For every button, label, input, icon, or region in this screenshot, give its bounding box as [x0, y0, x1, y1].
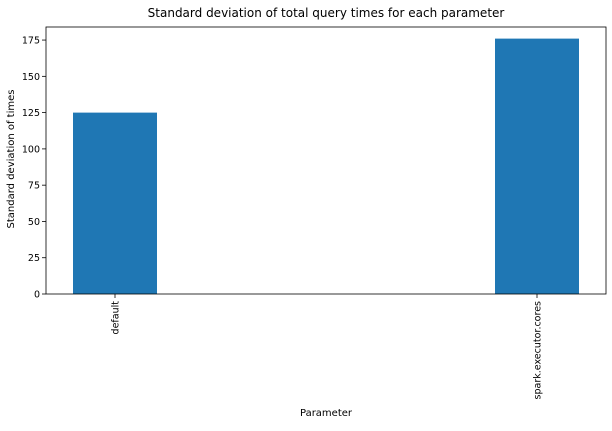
- x-axis: default spark.executor.cores: [111, 294, 544, 399]
- y-tick-label: 100: [22, 144, 40, 155]
- y-tick-label: 25: [28, 253, 40, 264]
- chart-title: Standard deviation of total query times …: [148, 6, 505, 20]
- y-tick-label: 50: [28, 217, 40, 228]
- y-tick-label: 150: [22, 72, 40, 83]
- x-tick-label: default: [111, 301, 122, 335]
- plot-frame: [45, 26, 607, 295]
- y-tick-label: 0: [34, 290, 40, 301]
- y-tick-label: 125: [22, 108, 40, 119]
- x-axis-label: Parameter: [300, 408, 353, 419]
- plot-area: [73, 38, 579, 294]
- bar-default: [73, 112, 157, 294]
- y-tick-label: 175: [22, 36, 40, 47]
- y-axis-label: Standard deviation of times: [6, 90, 17, 229]
- bar-spark-executor-cores: [495, 38, 579, 294]
- y-tick-label: 75: [28, 181, 40, 192]
- y-axis: 0 25 50 75 100 125 150 175: [22, 36, 46, 301]
- x-tick-label: spark.executor.cores: [533, 301, 544, 399]
